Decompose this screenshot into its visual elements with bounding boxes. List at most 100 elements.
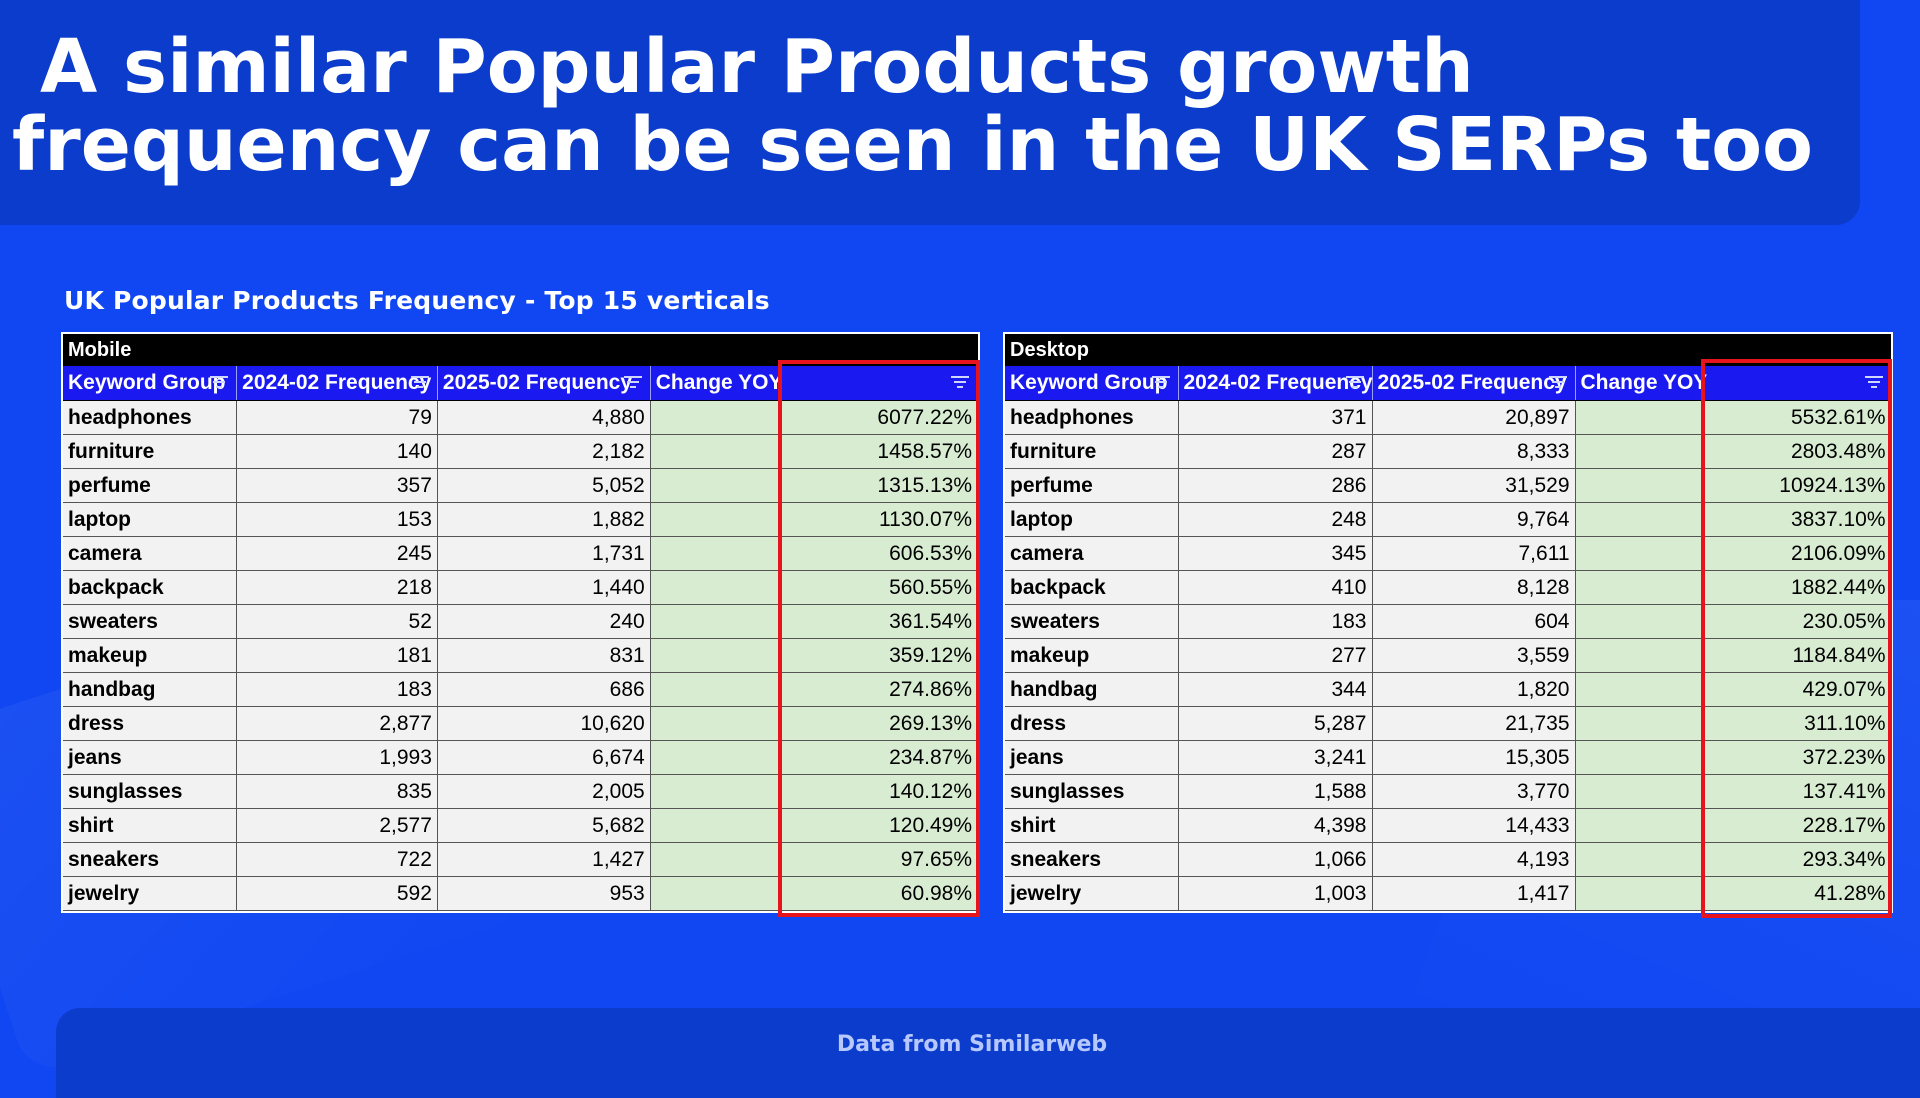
column-header[interactable]: 2025-02 Frequency (437, 366, 651, 401)
change-yoy-cell: 1882.44% (1575, 570, 1892, 605)
mobile-table: Mobile Keyword Group 2024-02 Frequency 2025… (63, 334, 979, 911)
change-yoy-cell: 140.12% (650, 774, 979, 809)
frequency-cell: 5,287 (1178, 706, 1373, 741)
keyword-cell: laptop (1005, 502, 1179, 537)
frequency-cell: 3,241 (1178, 740, 1373, 775)
table-row: handbag 344 1,820 429.07% (1005, 672, 1892, 707)
filter-icon[interactable] (410, 376, 429, 390)
table-row: perfume 286 31,529 10924.13% (1005, 468, 1892, 503)
table-row: jeans 1,993 6,674 234.87% (63, 740, 979, 775)
change-yoy-cell: 6077.22% (650, 400, 979, 435)
change-yoy-cell: 359.12% (650, 638, 979, 673)
slide-title-line-1: A similar Popular Products growth (40, 24, 1474, 110)
filter-icon[interactable] (1548, 376, 1567, 390)
filter-icon[interactable] (951, 376, 969, 390)
frequency-cell: 2,577 (236, 808, 438, 843)
table-row: handbag 183 686 274.86% (63, 672, 979, 707)
frequency-cell: 1,003 (1178, 876, 1373, 911)
column-header[interactable]: Keyword Group (63, 366, 238, 401)
frequency-cell: 4,193 (1372, 842, 1576, 877)
column-header-label: Change YOY (1580, 371, 1708, 394)
column-header[interactable]: 2024-02 Frequency (236, 366, 438, 401)
header-row: Keyword Group 2024-02 Frequency 2025-02 Fr… (63, 366, 979, 401)
desktop-table-label: Desktop (1005, 334, 1892, 366)
keyword-cell: laptop (63, 502, 238, 537)
frequency-cell: 3,770 (1372, 774, 1576, 809)
change-yoy-cell: 60.98% (650, 876, 979, 911)
filter-icon[interactable] (1864, 376, 1883, 390)
column-header[interactable]: Keyword Group (1005, 366, 1179, 401)
frequency-cell: 218 (236, 570, 438, 605)
slide-title-line-2: frequency can be seen in the UK SERPs to… (12, 102, 1813, 188)
table-row: jeans 3,241 15,305 372.23% (1005, 740, 1892, 775)
table-row: shirt 4,398 14,433 228.17% (1005, 808, 1892, 843)
filter-icon[interactable] (623, 376, 642, 390)
frequency-cell: 2,877 (236, 706, 438, 741)
table-row: sunglasses 1,588 3,770 137.41% (1005, 774, 1892, 809)
keyword-cell: jewelry (63, 876, 238, 911)
column-header[interactable]: 2025-02 Frequency (1372, 366, 1576, 401)
keyword-cell: furniture (1005, 434, 1179, 469)
keyword-cell: makeup (63, 638, 238, 673)
keyword-cell: makeup (1005, 638, 1179, 673)
keyword-cell: sunglasses (63, 774, 238, 809)
frequency-cell: 686 (437, 672, 651, 707)
keyword-cell: sunglasses (1005, 774, 1179, 809)
table-row: makeup 181 831 359.12% (63, 638, 979, 673)
change-yoy-cell: 228.17% (1575, 808, 1892, 843)
mobile-table-panel: Mobile Keyword Group 2024-02 Frequency 2025… (61, 332, 980, 917)
change-yoy-cell: 274.86% (650, 672, 979, 707)
keyword-cell: handbag (63, 672, 238, 707)
keyword-cell: sneakers (1005, 842, 1179, 877)
frequency-cell: 8,128 (1372, 570, 1576, 605)
frequency-cell: 20,897 (1372, 400, 1576, 435)
frequency-cell: 1,731 (437, 536, 651, 571)
frequency-cell: 14,433 (1372, 808, 1576, 843)
change-yoy-cell: 234.87% (650, 740, 979, 775)
frequency-cell: 1,588 (1178, 774, 1373, 809)
frequency-cell: 8,333 (1372, 434, 1576, 469)
change-yoy-cell: 41.28% (1575, 876, 1892, 911)
slide-title: A similar Popular Products growth freque… (12, 28, 1852, 184)
change-yoy-cell: 3837.10% (1575, 502, 1892, 537)
frequency-cell: 21,735 (1372, 706, 1576, 741)
frequency-cell: 3,559 (1372, 638, 1576, 673)
keyword-cell: perfume (63, 468, 238, 503)
column-header[interactable]: Change YOY (1575, 366, 1892, 401)
column-header-label: Keyword Group (1010, 371, 1168, 394)
change-yoy-cell: 97.65% (650, 842, 979, 877)
change-yoy-cell: 1184.84% (1575, 638, 1892, 673)
keyword-cell: handbag (1005, 672, 1179, 707)
keyword-cell: headphones (1005, 400, 1179, 435)
frequency-cell: 1,066 (1178, 842, 1373, 877)
frequency-cell: 1,993 (236, 740, 438, 775)
column-header[interactable]: Change YOY (650, 366, 979, 401)
change-yoy-cell: 269.13% (650, 706, 979, 741)
filter-icon[interactable] (1151, 376, 1170, 390)
table-row: headphones 79 4,880 6077.22% (63, 400, 979, 435)
table-row: dress 5,287 21,735 311.10% (1005, 706, 1892, 741)
column-header[interactable]: 2024-02 Frequency (1178, 366, 1373, 401)
filter-icon[interactable] (210, 376, 229, 390)
keyword-cell: dress (1005, 706, 1179, 741)
keyword-cell: sweaters (1005, 604, 1179, 639)
frequency-cell: 4,880 (437, 400, 651, 435)
frequency-cell: 604 (1372, 604, 1576, 639)
table-row: backpack 218 1,440 560.55% (63, 570, 979, 605)
change-yoy-cell: 372.23% (1575, 740, 1892, 775)
frequency-cell: 371 (1178, 400, 1373, 435)
filter-icon[interactable] (1345, 376, 1364, 390)
column-header-label: 2024-02 Frequency (1183, 371, 1373, 394)
table-row: shirt 2,577 5,682 120.49% (63, 808, 979, 843)
frequency-cell: 15,305 (1372, 740, 1576, 775)
frequency-cell: 4,398 (1178, 808, 1373, 843)
frequency-cell: 6,674 (437, 740, 651, 775)
keyword-cell: sneakers (63, 842, 238, 877)
keyword-cell: jeans (63, 740, 238, 775)
frequency-cell: 953 (437, 876, 651, 911)
frequency-cell: 831 (437, 638, 651, 673)
frequency-cell: 2,005 (437, 774, 651, 809)
keyword-cell: shirt (63, 808, 238, 843)
frequency-cell: 345 (1178, 536, 1373, 571)
table-subtitle: UK Popular Products Frequency - Top 15 v… (64, 286, 770, 315)
